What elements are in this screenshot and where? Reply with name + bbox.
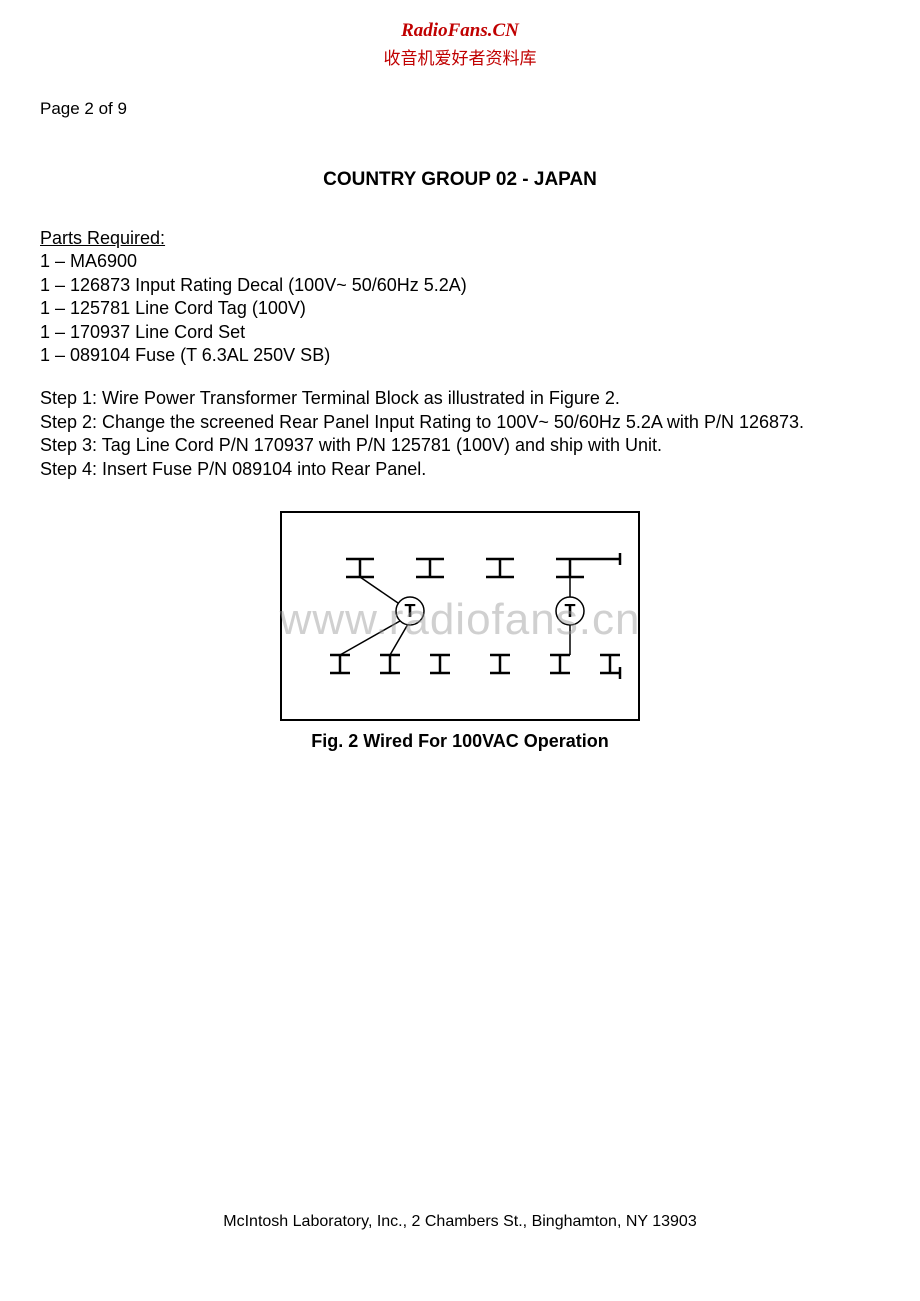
steps-block: Step 1: Wire Power Transformer Terminal … xyxy=(40,387,880,481)
parts-item: 1 – 125781 Line Cord Tag (100V) xyxy=(40,297,880,320)
wiring-diagram: TT Fig. 2 Wired For 100VAC Operation xyxy=(40,511,880,752)
page-title: COUNTRY GROUP 02 - JAPAN xyxy=(40,169,880,191)
parts-required-label: Parts Required: xyxy=(40,227,880,250)
parts-block: Parts Required: 1 – MA6900 1 – 126873 In… xyxy=(40,227,880,367)
brand-name-cn: 收音机爱好者资料库 xyxy=(40,44,880,69)
step-line: Step 3: Tag Line Cord P/N 170937 with P/… xyxy=(40,434,880,457)
svg-text:T: T xyxy=(405,601,416,621)
step-line: Step 4: Insert Fuse P/N 089104 into Rear… xyxy=(40,458,880,481)
step-line: Step 1: Wire Power Transformer Terminal … xyxy=(40,387,880,410)
header-brand: RadioFans.CN 收音机爱好者资料库 xyxy=(40,20,880,69)
terminal-block-svg: TT xyxy=(280,511,640,721)
brand-name-en: RadioFans.CN xyxy=(40,20,880,42)
footer-text: McIntosh Laboratory, Inc., 2 Chambers St… xyxy=(0,1213,920,1231)
figure-caption: Fig. 2 Wired For 100VAC Operation xyxy=(40,731,880,752)
parts-item: 1 – 170937 Line Cord Set xyxy=(40,321,880,344)
step-line: Step 2: Change the screened Rear Panel I… xyxy=(40,411,880,434)
svg-text:T: T xyxy=(565,601,576,621)
parts-item: 1 – 089104 Fuse (T 6.3AL 250V SB) xyxy=(40,344,880,367)
parts-item: 1 – MA6900 xyxy=(40,250,880,273)
parts-item: 1 – 126873 Input Rating Decal (100V~ 50/… xyxy=(40,274,880,297)
page-number: Page 2 of 9 xyxy=(40,99,880,119)
